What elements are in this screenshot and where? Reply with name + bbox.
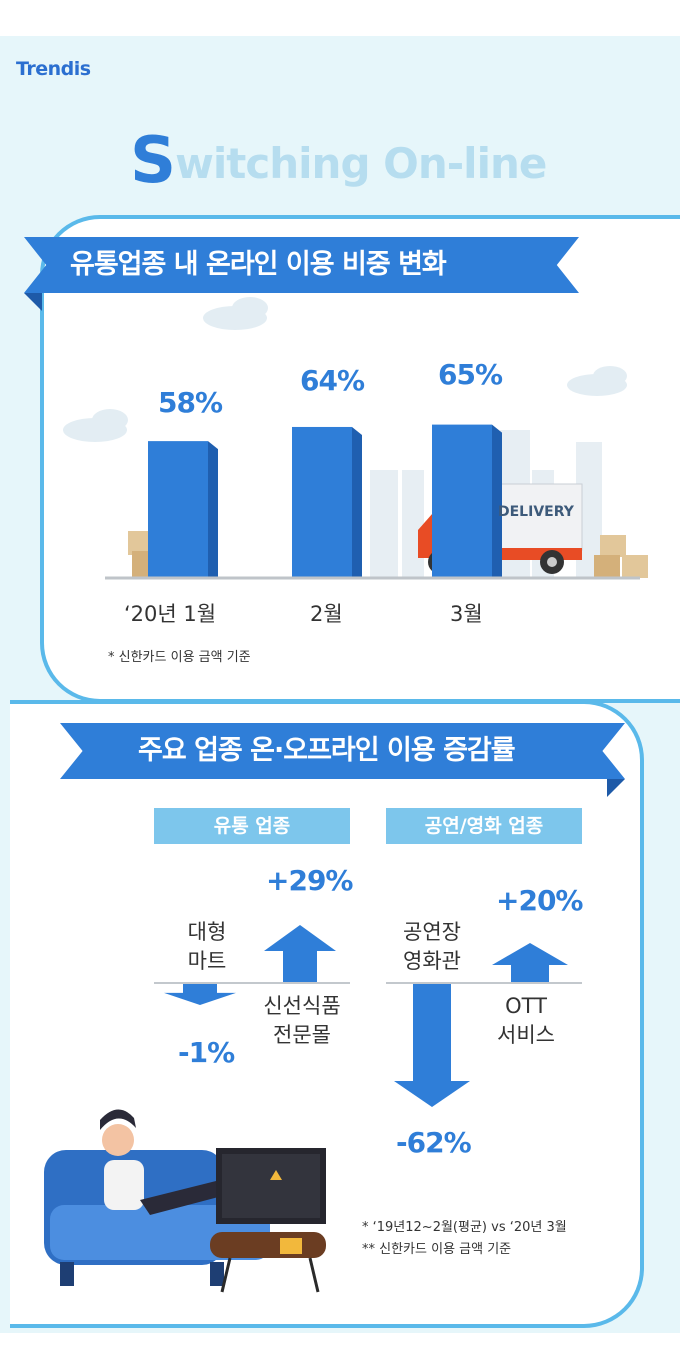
x-tick-label: 2월 <box>310 602 343 626</box>
headline-initial: S <box>130 124 176 198</box>
x-tick-label: ‘20년 1월 <box>124 602 217 626</box>
bar-value-label: 64% <box>300 364 365 397</box>
arrow-down-icon <box>164 983 236 1005</box>
section-title-online-share: 유통업종 내 온라인 이용 비중 변화 <box>24 237 579 293</box>
bar <box>292 426 362 578</box>
chart-note: * 신한카드 이용 금액 기준 <box>108 650 251 665</box>
headline: Switching On-line <box>130 124 547 198</box>
arrow-up-icon <box>264 925 336 983</box>
bar <box>432 424 502 578</box>
value-label: +20% <box>496 884 583 917</box>
bar-value-label: 65% <box>438 358 503 391</box>
tv-icon <box>210 1148 326 1293</box>
value-label: -62% <box>396 1126 472 1159</box>
x-tick-label: 3월 <box>450 602 483 626</box>
truck-label: DELIVERY <box>498 504 574 520</box>
brand-logo: Trendis <box>16 58 91 80</box>
section-title-growth-rate: 주요 업종 온·오프라인 이용 증감률 <box>60 723 625 779</box>
group-label: 유통 업종 <box>154 808 350 844</box>
group-label: 공연/영화 업종 <box>386 808 582 844</box>
category-label: OTT 서비스 <box>497 994 555 1047</box>
chart-note: ** 신한카드 이용 금액 기준 <box>362 1242 512 1257</box>
bar <box>148 441 218 578</box>
headline-rest: witching On-line <box>175 139 547 188</box>
arrow-down-icon <box>394 983 470 1107</box>
cloud-icon <box>63 297 627 442</box>
arrow-up-icon <box>492 943 568 983</box>
category-label: 대형 마트 <box>187 920 227 973</box>
bar-value-label: 58% <box>158 386 223 419</box>
category-label: 공연장 영화관 <box>403 920 461 973</box>
category-label: 신선식품 전문몰 <box>263 994 341 1047</box>
value-label: +29% <box>266 864 353 897</box>
chart-note: * ‘19년12~2월(평균) vs ‘20년 3월 <box>362 1220 567 1235</box>
value-label: -1% <box>178 1036 235 1069</box>
